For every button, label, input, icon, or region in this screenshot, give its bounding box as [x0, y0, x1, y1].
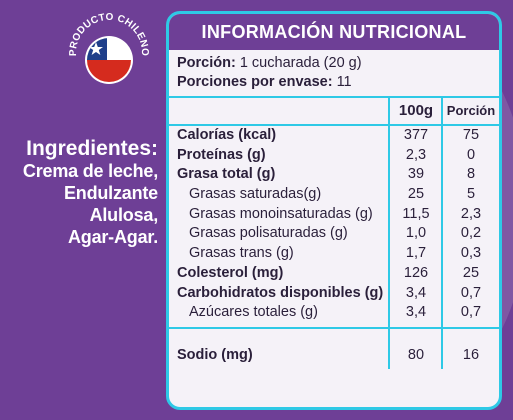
value-100g: 1,0 — [405, 225, 427, 242]
nutrient-label: Azúcares totales (g) — [189, 304, 318, 321]
table-row: Grasas polisaturadas (g) 1,0 0,2 — [169, 224, 499, 244]
table-row: Grasas trans (g) 1,7 0,3 — [169, 244, 499, 264]
nutrient-label: Grasas saturadas(g) — [189, 186, 322, 203]
nutrition-title: INFORMACIÓN NUTRICIONAL — [169, 14, 499, 50]
ingredient-line: Crema de leche, — [22, 161, 158, 181]
table-row: Grasas monoinsaturadas (g) 11,5 2,3 — [169, 205, 499, 225]
table-row-sodio: Sodio (mg) 80 16 — [169, 326, 499, 369]
value-100g: 3,4 — [405, 284, 427, 301]
nutrient-label: Carbohidratos disponibles (g) — [177, 284, 384, 301]
value-100g: 2,3 — [405, 146, 427, 163]
nutrient-label: Calorías (kcal) — [177, 127, 277, 143]
table-row: Azúcares totales (g) 3,4 0,7 — [169, 303, 499, 323]
value-100g: 39 — [407, 166, 425, 183]
ingredient-line: Agar-Agar. — [67, 227, 158, 247]
producto-chileno-badge: PRODUCTO CHILENO — [68, 12, 150, 84]
value-100g: 3,4 — [405, 304, 427, 321]
star-icon — [89, 42, 103, 55]
value-portion: 0,2 — [460, 225, 482, 242]
value-100g: 11,5 — [402, 205, 430, 222]
portion-label: Porción: — [177, 55, 236, 71]
nutrient-label: Grasas trans (g) — [189, 245, 294, 262]
ingredient-line: Alulosa, — [89, 205, 159, 225]
value-100g: 25 — [407, 186, 425, 203]
column-portion: Porción — [446, 103, 496, 118]
nutrient-rows: Calorías (kcal) 377 75 Proteínas (g) 2,3 0 G… — [169, 126, 499, 369]
servings-value: 11 — [336, 74, 352, 90]
table-row: Colesterol (mg) 126 25 — [169, 264, 499, 284]
table-header: 100g Porción — [169, 96, 499, 126]
value-100g: 126 — [403, 264, 429, 281]
ingredients-block: Ingredientes: Crema de leche, Endulzante… — [0, 138, 158, 248]
value-portion: 0 — [466, 146, 476, 163]
table-row: Grasas saturadas(g) 25 5 — [169, 185, 499, 205]
value-portion: 16 — [462, 346, 480, 363]
nutrient-label: Colesterol (mg) — [177, 264, 284, 281]
value-portion: 25 — [462, 264, 480, 281]
portion-value: 1 cucharada (20 g) — [239, 55, 362, 71]
value-portion: 0,7 — [460, 284, 482, 301]
value-100g: 1,7 — [405, 245, 427, 262]
column-100g: 100g — [398, 102, 434, 119]
table-row: Proteínas (g) 2,3 0 — [169, 146, 499, 166]
nutrient-label: Grasas monoinsaturadas (g) — [189, 205, 373, 222]
servings-label: Porciones por envase: — [177, 74, 333, 90]
value-100g: 80 — [407, 346, 425, 363]
nutrition-table: INFORMACIÓN NUTRICIONAL Porción: 1 cucha… — [166, 11, 502, 410]
ingredients-title: Ingredientes: — [26, 137, 158, 160]
table-row: Grasa total (g) 39 8 — [169, 165, 499, 185]
value-portion: 0,7 — [460, 304, 482, 321]
nutrient-label: Sodio (mg) — [177, 346, 253, 363]
ingredient-line: Endulzante — [63, 183, 158, 203]
nutrient-label: Proteínas (g) — [177, 146, 266, 163]
table-row: Carbohidratos disponibles (g) 3,4 0,7 — [169, 284, 499, 304]
value-portion: 0,3 — [460, 245, 482, 262]
portion-info: Porción: 1 cucharada (20 g) Porciones po… — [169, 50, 499, 96]
value-portion: 5 — [466, 186, 476, 203]
value-100g: 377 — [403, 127, 429, 143]
table-row: Calorías (kcal) 377 75 — [169, 126, 499, 146]
nutrient-label: Grasa total (g) — [177, 166, 276, 183]
value-portion: 2,3 — [460, 205, 482, 222]
nutrient-label: Grasas polisaturadas (g) — [189, 225, 348, 242]
value-portion: 75 — [462, 127, 480, 143]
value-portion: 8 — [466, 166, 476, 183]
